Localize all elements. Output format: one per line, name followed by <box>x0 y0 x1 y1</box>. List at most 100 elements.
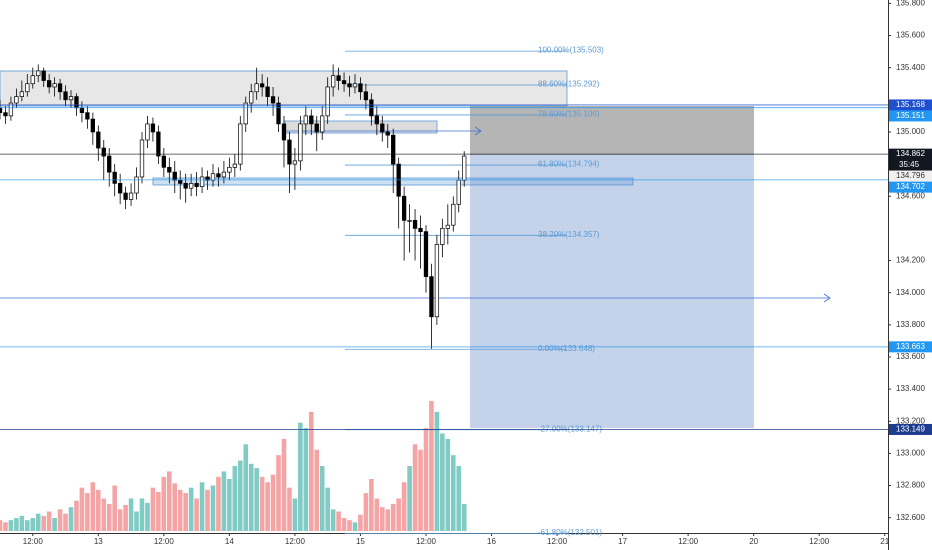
candle-body <box>325 86 330 117</box>
candle-body <box>363 91 369 101</box>
volume-bar <box>85 493 90 531</box>
volume-bar <box>156 492 161 531</box>
volume-bar <box>52 518 57 531</box>
price-badge <box>889 110 932 122</box>
candle-body <box>270 96 276 104</box>
x-tick-label: 16 <box>487 537 496 546</box>
y-tick-label: 135.600 <box>896 31 925 40</box>
candle-body <box>134 176 139 194</box>
price-badge-label: 135.151 <box>896 111 925 120</box>
price-badge <box>889 181 932 193</box>
candle-body <box>123 192 128 200</box>
volume-bar <box>210 485 216 531</box>
candle-body <box>456 179 461 205</box>
volume-bar <box>379 507 385 531</box>
volume-bar <box>281 438 287 531</box>
x-tick-label: 12:00 <box>23 537 44 546</box>
x-tick-label: 12:00 <box>547 537 568 546</box>
volume-bar <box>205 489 210 531</box>
volume-bar <box>14 518 19 531</box>
candle-body <box>303 115 308 125</box>
volume-bar <box>101 498 107 531</box>
volume-bar <box>341 518 347 531</box>
volume-bar <box>177 489 183 531</box>
candle-body <box>451 203 456 226</box>
x-tick-label: 20 <box>749 537 758 546</box>
volume-bar <box>128 498 134 531</box>
x-tick-label: 12:00 <box>678 537 699 546</box>
x-tick-label: 14 <box>225 537 234 546</box>
candle-body <box>298 123 303 162</box>
volume-bar <box>336 511 341 531</box>
volume-bar <box>79 487 85 531</box>
candle-body <box>352 83 358 88</box>
x-tick-label: 12:00 <box>416 537 437 546</box>
volume-bar <box>19 515 25 531</box>
candle-body <box>259 83 265 88</box>
candle-body <box>167 166 172 173</box>
candle-body <box>14 96 19 104</box>
candle-body <box>309 115 314 125</box>
price-badge-label: 133.663 <box>896 342 925 351</box>
volume-bar <box>172 483 178 531</box>
candle-body <box>374 115 379 125</box>
y-tick-label: 133.800 <box>896 320 925 329</box>
volume-bar <box>418 449 423 531</box>
candle-body <box>407 220 412 222</box>
volume-bar <box>347 520 352 531</box>
candle-body <box>85 112 90 120</box>
candle-body <box>199 176 205 187</box>
candle-body <box>57 83 63 93</box>
candle-body <box>314 123 319 133</box>
volume-bar <box>248 463 254 531</box>
volume-bar <box>450 455 456 531</box>
candle-body <box>36 70 41 77</box>
position-target <box>470 155 754 428</box>
volume-bar <box>134 511 139 531</box>
volume-bar <box>298 422 303 531</box>
candle-body <box>101 147 106 157</box>
volume-bar <box>434 411 440 531</box>
volume-bar <box>374 498 380 531</box>
candle-body <box>330 75 336 88</box>
ray-arrow <box>823 293 831 303</box>
fib-label: 78.60%(135.106) <box>538 110 600 119</box>
y-tick-label: 134.200 <box>896 256 925 265</box>
volume-bar <box>188 487 194 531</box>
volume-bar <box>221 471 227 531</box>
x-tick-label: 15 <box>356 537 365 546</box>
volume-bar <box>456 466 462 531</box>
candle-body <box>445 224 450 229</box>
volume-bar <box>237 460 243 531</box>
fib-label: 38.20%(134.357) <box>538 230 600 239</box>
volume-bar <box>363 493 369 531</box>
volume-bar <box>461 503 467 531</box>
volume-bar <box>112 485 117 531</box>
volume-bar <box>68 507 74 531</box>
volume-bar <box>287 487 292 531</box>
volume-bar <box>270 474 276 531</box>
candle-body <box>336 75 341 81</box>
volume-bar <box>30 518 36 531</box>
volume-bar <box>445 438 451 531</box>
volume-bar <box>259 476 265 531</box>
volume-bar <box>254 468 259 531</box>
price-badge <box>889 99 932 111</box>
volume-bar <box>139 498 145 531</box>
fib-label: 0.00%(133.648) <box>538 344 595 353</box>
candle-body <box>68 96 74 101</box>
candle-body <box>30 75 35 85</box>
candle-body <box>90 118 95 133</box>
candle-body <box>423 231 429 277</box>
candle-body <box>74 96 79 109</box>
y-tick-label: 133.200 <box>896 416 925 425</box>
candle-body <box>440 228 445 245</box>
candle-body <box>391 134 396 165</box>
candle-body <box>287 139 292 165</box>
volume-bar <box>390 503 396 531</box>
candle-body <box>8 102 14 117</box>
volume-bar <box>308 411 314 531</box>
x-tick-label: 21 <box>880 537 889 546</box>
position-stop <box>470 106 754 155</box>
